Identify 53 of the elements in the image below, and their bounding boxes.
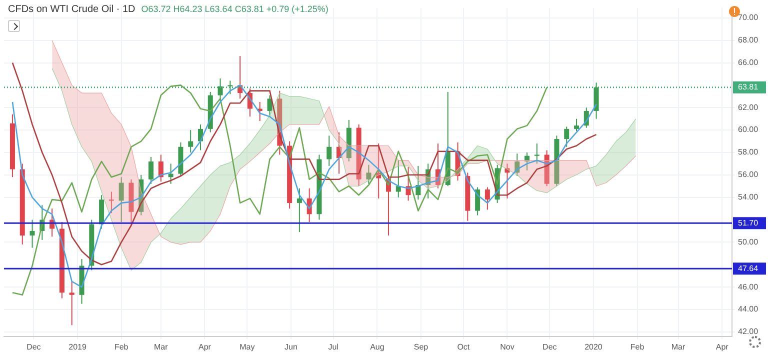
y-tick-label: 54.00 <box>738 192 759 202</box>
candlestick <box>475 186 480 216</box>
x-tick-label: Sep <box>414 342 429 352</box>
x-tick-label: Apr <box>198 342 212 352</box>
candlestick <box>366 164 372 184</box>
x-tick-label: Nov <box>500 342 514 352</box>
y-tick-label: 56.00 <box>738 170 759 180</box>
x-tick-label: 2019 <box>68 342 87 352</box>
x-tick-label: Dec <box>26 342 41 352</box>
y-tick-label: 58.00 <box>738 148 759 157</box>
candlestick <box>118 176 124 223</box>
candlestick <box>257 102 262 122</box>
y-tick-label: 50.00 <box>738 237 759 246</box>
candlestick <box>148 156 154 184</box>
x-tick-label: Jul <box>328 342 339 352</box>
candlestick <box>564 126 570 148</box>
x-tick-label: 2020 <box>584 342 603 352</box>
candlestick <box>574 118 580 132</box>
ref-line-label: 47.64 <box>738 264 759 273</box>
chart-title: CFDs on WTI Crude Oil · 1D <box>8 4 136 15</box>
candlestick <box>228 80 233 95</box>
x-tick-label: Aug <box>370 342 384 352</box>
y-tick-label: 60.00 <box>738 125 759 134</box>
candlestick <box>168 163 174 184</box>
y-tick-label: 66.00 <box>738 58 759 67</box>
x-tick-label: Feb <box>630 342 645 352</box>
x-tick-label: Feb <box>114 342 129 352</box>
candlestick <box>188 130 194 153</box>
candlestick <box>534 143 540 164</box>
candlestick <box>484 186 490 210</box>
y-tick-label: 42.00 <box>738 327 759 336</box>
candlestick <box>296 188 302 233</box>
x-tick-label: Dec <box>542 342 557 352</box>
candlestick <box>30 219 35 248</box>
candlestick <box>108 191 114 214</box>
x-tick-label: Mar <box>671 342 686 352</box>
x-tick-label: Jun <box>284 342 298 352</box>
x-tick-label: May <box>240 342 255 352</box>
candlestick <box>218 78 223 100</box>
x-tick-label: Oct <box>457 342 470 352</box>
candlestick <box>326 135 332 166</box>
x-tick-label: Apr <box>716 342 729 352</box>
candlestick <box>69 280 74 326</box>
y-tick-label: 46.00 <box>738 282 759 292</box>
ref-line-label: 63.81 <box>738 82 759 92</box>
candlestick <box>594 82 599 120</box>
x-tick-label: Mar <box>154 342 168 352</box>
ref-line-label: 51.70 <box>738 218 759 228</box>
chart-subtitle: O63.72 H64.23 L63.64 C63.81 +0.79 (+1.25%) <box>141 4 328 14</box>
y-tick-label: 62.00 <box>738 102 759 112</box>
y-tick-label: 70.00 <box>738 13 759 22</box>
y-tick-label: 44.00 <box>738 304 759 314</box>
y-tick-label: 68.00 <box>738 36 759 45</box>
